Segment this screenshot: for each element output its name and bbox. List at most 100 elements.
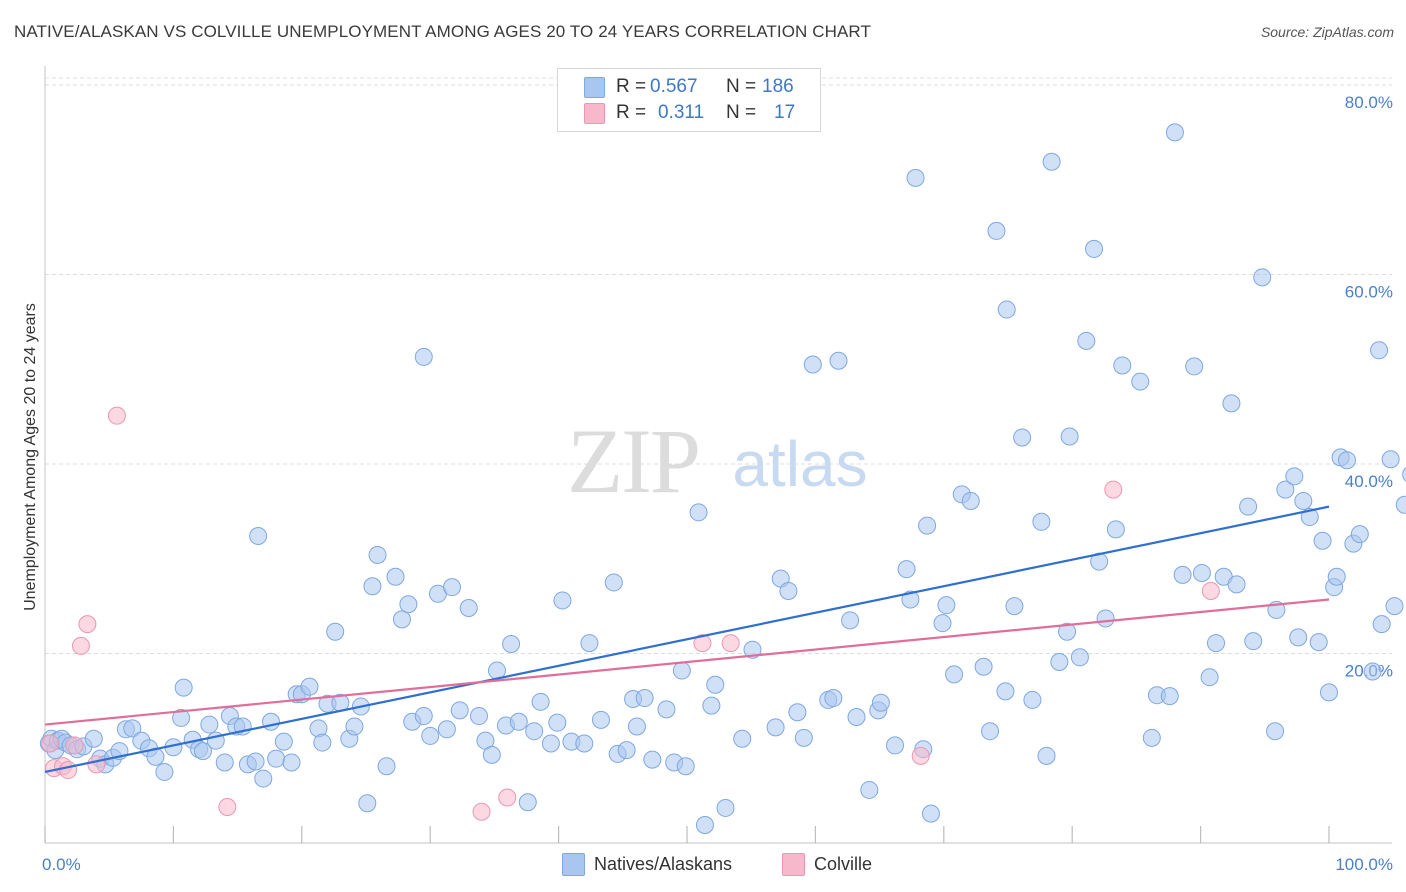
data-point	[84, 729, 103, 748]
data-point	[1013, 428, 1032, 447]
data-point	[443, 578, 462, 597]
data-point	[860, 780, 879, 799]
axes	[44, 66, 1392, 844]
data-point	[604, 573, 623, 592]
data-point	[377, 757, 396, 776]
data-point	[363, 577, 382, 596]
data-point	[1077, 331, 1096, 350]
y-axis-label: Unemployment Among Ages 20 to 24 years	[22, 303, 39, 611]
data-point	[193, 742, 212, 761]
data-point	[693, 634, 712, 653]
data-point	[794, 728, 813, 747]
data-point	[1402, 467, 1406, 482]
data-point	[414, 707, 433, 726]
data-point	[1289, 628, 1308, 647]
data-point	[871, 693, 890, 712]
x-tick-label: 100.0%	[1335, 855, 1393, 874]
data-point	[974, 657, 993, 676]
data-point	[254, 769, 273, 788]
data-point	[300, 677, 319, 696]
data-point	[358, 794, 377, 813]
data-point	[803, 355, 822, 374]
data-point	[1309, 633, 1328, 652]
data-point	[575, 734, 594, 753]
data-point	[1070, 648, 1089, 667]
data-point	[174, 678, 193, 697]
data-point	[498, 788, 517, 807]
data-point	[1165, 123, 1184, 142]
data-point	[326, 622, 345, 641]
watermark-zip: ZIP	[567, 410, 699, 512]
data-point	[450, 701, 469, 720]
data-point	[1185, 357, 1204, 376]
data-point	[1131, 372, 1150, 391]
data-point	[1042, 152, 1061, 171]
data-point	[65, 736, 84, 755]
data-point	[1381, 450, 1400, 469]
watermark: ZIP atlas	[567, 410, 868, 512]
data-point	[706, 675, 725, 694]
data-point	[399, 595, 418, 614]
data-point	[386, 567, 405, 586]
data-point	[1037, 746, 1056, 765]
data-point	[627, 717, 646, 736]
data-point	[676, 757, 695, 776]
data-point	[824, 689, 843, 708]
data-point	[414, 347, 433, 366]
data-point	[1253, 268, 1272, 287]
data-point	[1192, 563, 1211, 582]
data-point	[1207, 634, 1226, 653]
legend-r-label: R =	[616, 102, 652, 123]
data-point	[525, 722, 544, 741]
data-point	[987, 221, 1006, 240]
data-point	[733, 729, 752, 748]
data-point	[1337, 451, 1356, 470]
data-point	[282, 753, 301, 772]
data-point	[847, 707, 866, 726]
legend-r-value: 0.311	[658, 102, 705, 123]
bottom-legend-label: Colville	[814, 854, 873, 874]
data-point	[1050, 653, 1069, 672]
data-point	[469, 707, 488, 726]
data-point	[1060, 427, 1079, 446]
data-point	[249, 527, 268, 546]
data-point	[1239, 497, 1258, 516]
data-point	[933, 614, 952, 633]
data-point	[1370, 341, 1389, 360]
data-point	[509, 712, 528, 731]
trend-line-natives	[44, 505, 1330, 774]
data-point	[841, 611, 860, 630]
data-point	[591, 710, 610, 729]
data-point	[1113, 356, 1132, 375]
data-point	[1005, 597, 1024, 616]
data-point	[1104, 480, 1123, 499]
bottom-legend-swatch-pink	[782, 853, 805, 876]
data-point	[1300, 508, 1319, 527]
data-point	[541, 734, 560, 753]
data-point	[155, 762, 174, 781]
data-point	[472, 802, 491, 821]
data-point	[1327, 567, 1346, 586]
legend-swatch-blue	[584, 77, 605, 98]
data-point	[59, 761, 78, 780]
data-point	[1385, 597, 1404, 616]
data-point	[78, 615, 97, 634]
bottom-legend-label: Natives/Alaskans	[594, 854, 733, 874]
data-point	[87, 755, 106, 774]
data-point	[1023, 690, 1042, 709]
data-point	[1096, 609, 1115, 628]
correlation-legend: R = 0.567 N = 186 R = 0.311 N = 17	[557, 68, 821, 132]
data-point	[961, 491, 980, 510]
data-point	[246, 752, 265, 771]
legend-n-value: 186	[762, 76, 794, 97]
data-point	[996, 682, 1015, 701]
legend-swatch-pink	[584, 103, 605, 124]
data-point	[643, 750, 662, 769]
data-point	[1201, 581, 1220, 600]
data-point	[897, 560, 916, 579]
data-point	[1294, 491, 1313, 510]
data-point	[779, 581, 798, 600]
data-point	[1222, 394, 1241, 413]
data-point	[261, 712, 280, 731]
data-point	[1227, 575, 1246, 594]
